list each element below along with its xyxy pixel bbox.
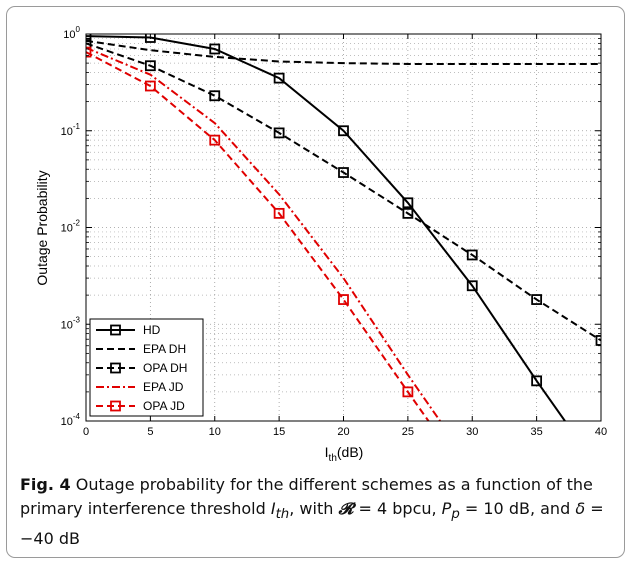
x-axis-label-main: I xyxy=(325,444,329,460)
y-tick-label: 10-1 xyxy=(61,122,81,138)
ticks-layer xyxy=(85,33,602,422)
grid-major xyxy=(86,34,601,421)
x-tick-label: 0 xyxy=(83,426,89,438)
x-axis-label-unit: (dB) xyxy=(337,444,363,460)
legend-label-opa-dh: OPA DH xyxy=(143,361,187,375)
series-marker-hd xyxy=(338,125,349,137)
caption-text-a: Outage probability for the different sch… xyxy=(20,475,593,518)
series-marker-opa-dh xyxy=(209,90,221,102)
series-marker-opa-dh xyxy=(273,127,285,139)
caption-text-c: = 4 bpcu, xyxy=(353,499,442,518)
caption-rate-symbol: 𝓡 xyxy=(338,499,354,518)
x-tick-label: 20 xyxy=(337,426,349,438)
y-tick-labels: 100 10-1 10-2 10-3 10-4 xyxy=(61,25,81,428)
series-marker-opa-dh xyxy=(86,37,92,49)
series-line-epa-jd xyxy=(86,46,441,421)
series-line-opa-dh xyxy=(86,42,601,342)
series-marker-opa-dh xyxy=(595,335,601,346)
outage-probability-chart: 0 5 10 15 20 25 30 35 40 100 10-1 10-2 10-3 10-4 Out… xyxy=(34,25,607,464)
caption-text-b: , with xyxy=(289,499,339,518)
y-tick-label: 10-2 xyxy=(61,219,81,235)
y-tick-label: 10-4 xyxy=(61,412,81,428)
caption-delta: δ xyxy=(575,499,586,518)
series-marker-opa-jd xyxy=(209,134,221,146)
legend-marker-hd xyxy=(110,324,121,336)
series-marker-hd xyxy=(273,72,285,84)
legend-label-opa-jd: OPA JD xyxy=(143,399,185,413)
caption-pp: Pp xyxy=(441,499,460,523)
series-marker-hd xyxy=(86,34,92,42)
legend: HD EPA DH OPA DH EPA JD OPA JD xyxy=(89,318,204,417)
x-tick-label: 25 xyxy=(402,426,414,438)
x-tick-label: 40 xyxy=(595,426,607,438)
series-layer xyxy=(86,34,601,421)
legend-marker-opa-jd xyxy=(110,400,121,412)
caption-fig-label: Fig. 4 xyxy=(20,475,71,494)
y-axis-label: Outage Probability xyxy=(34,170,50,285)
caption-text-e: = −40 dB xyxy=(20,499,604,549)
x-tick-label: 35 xyxy=(531,426,543,438)
series-marker-opa-jd xyxy=(86,46,92,58)
x-axis-label: Ith(dB) xyxy=(325,444,364,464)
x-tick-label: 10 xyxy=(209,426,221,438)
series-line-hd xyxy=(86,35,566,421)
y-tick-label: 100 xyxy=(63,25,80,41)
series-line-opa-jd xyxy=(86,51,430,421)
legend-label-hd: HD xyxy=(143,323,161,337)
series-marker-opa-dh xyxy=(144,60,156,72)
series-marker-opa-jd xyxy=(402,386,414,398)
caption-ith: Ith xyxy=(270,499,290,523)
series-marker-hd xyxy=(144,34,156,43)
figure-caption: Fig. 4 Outage probability for the differ… xyxy=(20,473,620,551)
x-tick-label: 30 xyxy=(466,426,478,438)
series-marker-hd xyxy=(466,280,478,292)
x-tick-label: 15 xyxy=(273,426,285,438)
series-marker-opa-dh xyxy=(338,167,349,178)
series-marker-opa-jd xyxy=(273,207,285,219)
legend-label-epa-dh: EPA DH xyxy=(143,342,186,356)
series-marker-hd xyxy=(531,375,543,387)
series-marker-opa-dh xyxy=(466,249,478,261)
series-marker-opa-dh xyxy=(402,207,414,219)
series-marker-hd xyxy=(402,197,414,209)
y-tick-label: 10-3 xyxy=(61,315,81,331)
caption-text-d: = 10 dB, and xyxy=(459,499,576,518)
series-line-epa-dh xyxy=(86,39,601,65)
x-axis-label-sub: th xyxy=(329,453,337,464)
x-tick-label: 5 xyxy=(147,426,153,438)
legend-marker-opa-dh xyxy=(110,362,121,374)
series-marker-hd xyxy=(209,43,221,55)
series-marker-opa-jd xyxy=(144,80,156,92)
series-marker-opa-jd xyxy=(338,294,349,305)
x-tick-labels: 0 5 10 15 20 25 30 35 40 xyxy=(83,426,607,438)
series-marker-opa-dh xyxy=(531,294,543,305)
legend-label-epa-jd: EPA JD xyxy=(143,380,184,394)
